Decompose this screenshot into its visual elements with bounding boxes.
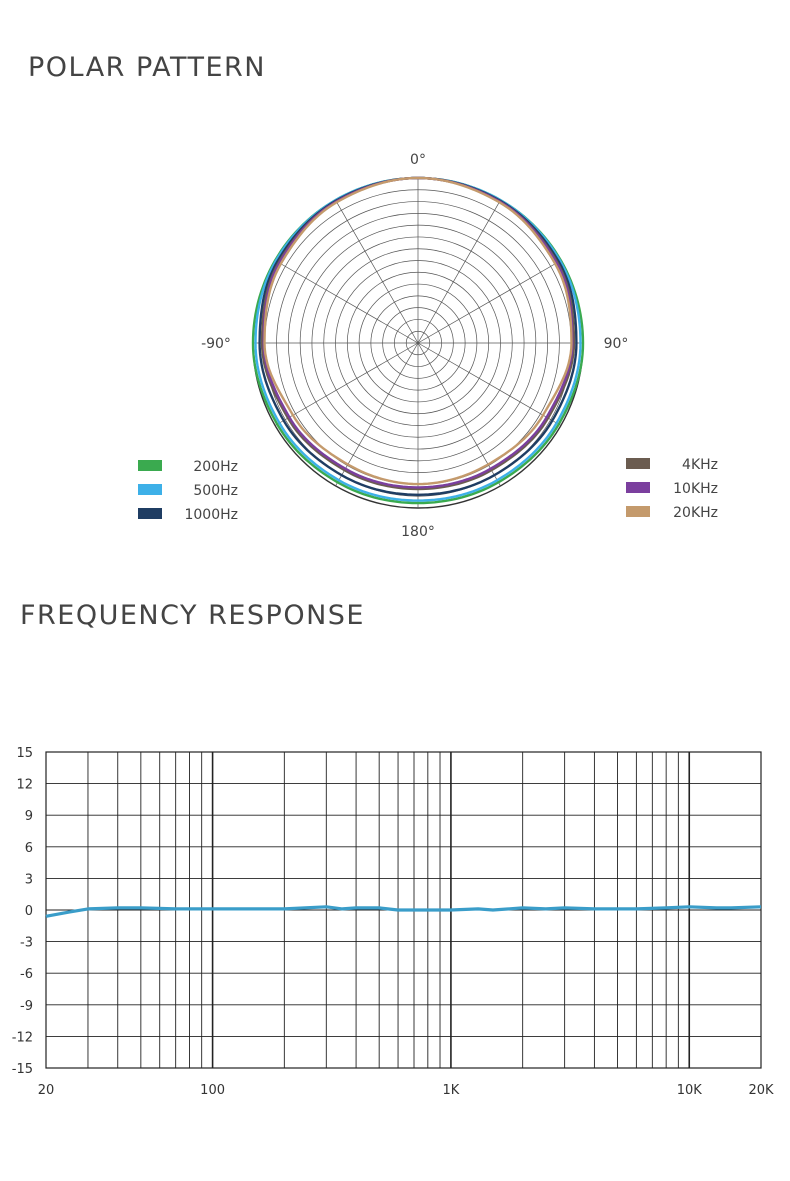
frequency-response-line xyxy=(45,905,762,918)
polar-series-1000hz xyxy=(258,176,578,497)
legend-label-500hz: 500Hz xyxy=(193,483,238,499)
legend-label-4khz: 4KHz xyxy=(682,457,718,473)
polar-grid-spoke xyxy=(335,199,419,344)
x-tick-label: 10K xyxy=(677,1083,703,1098)
x-tick-label: 1K xyxy=(443,1083,460,1098)
polar-series-20khz xyxy=(263,176,573,486)
legend-swatch-1000hz xyxy=(138,508,162,519)
polar-pattern-title: POLAR PATTERN xyxy=(28,52,266,83)
legend-swatch-200hz xyxy=(138,460,162,471)
angle-label-minus-90: -90° xyxy=(201,336,231,352)
polar-series-500hz xyxy=(254,176,582,502)
polar-grid-spoke xyxy=(274,342,419,426)
y-tick-label: 0 xyxy=(25,904,33,919)
polar-grid-spoke xyxy=(335,342,419,487)
y-tick-label: 9 xyxy=(25,809,33,824)
legend-label-200hz: 200Hz xyxy=(193,459,238,475)
polar-grid xyxy=(252,177,584,509)
polar-pattern-chart: 0° 90° 180° -90° 200Hz 500Hz 1000Hz 4KHz… xyxy=(138,152,718,540)
angle-label-90: 90° xyxy=(604,336,629,352)
y-tick-label: 3 xyxy=(25,872,33,887)
legend-swatch-20khz xyxy=(626,506,650,517)
x-tick-label: 100 xyxy=(200,1083,225,1098)
legend-label-1000hz: 1000Hz xyxy=(184,507,238,523)
polar-grid-spoke xyxy=(417,260,562,344)
angle-label-0: 0° xyxy=(410,152,426,168)
polar-series xyxy=(251,176,585,505)
legend-swatch-500hz xyxy=(138,484,162,495)
x-tick-label: 20K xyxy=(748,1083,774,1098)
y-tick-label: -3 xyxy=(20,936,33,951)
legend-label-20khz: 20KHz xyxy=(673,505,718,521)
y-tick-label: -9 xyxy=(20,999,33,1014)
legend-label-10khz: 10KHz xyxy=(673,481,718,497)
y-tick-label: 6 xyxy=(25,841,33,856)
y-tick-label: -6 xyxy=(20,967,33,982)
legend-swatch-4khz xyxy=(626,458,650,469)
legend-swatch-10khz xyxy=(626,482,650,493)
frequency-ticks: 15 12 9 6 3 0 -3 -6 -9 -12 -15 20 100 1K 10K 20K xyxy=(12,746,774,1098)
y-tick-label: 12 xyxy=(16,778,33,793)
angle-label-180: 180° xyxy=(401,524,435,540)
x-tick-label: 20 xyxy=(38,1083,55,1098)
y-tick-label: -12 xyxy=(12,1030,33,1045)
polar-grid-spoke xyxy=(417,199,501,344)
y-tick-label: -15 xyxy=(12,1062,33,1077)
frequency-series xyxy=(45,905,762,918)
y-tick-label: 15 xyxy=(16,746,33,761)
polar-grid-spoke xyxy=(417,342,562,426)
polar-grid-spoke xyxy=(274,260,419,344)
frequency-response-title: FREQUENCY RESPONSE xyxy=(20,600,365,631)
polar-series-10khz xyxy=(262,176,574,489)
frequency-grid xyxy=(45,751,762,1069)
frequency-plot-frame xyxy=(45,751,762,1069)
polar-grid-spoke xyxy=(417,342,501,487)
